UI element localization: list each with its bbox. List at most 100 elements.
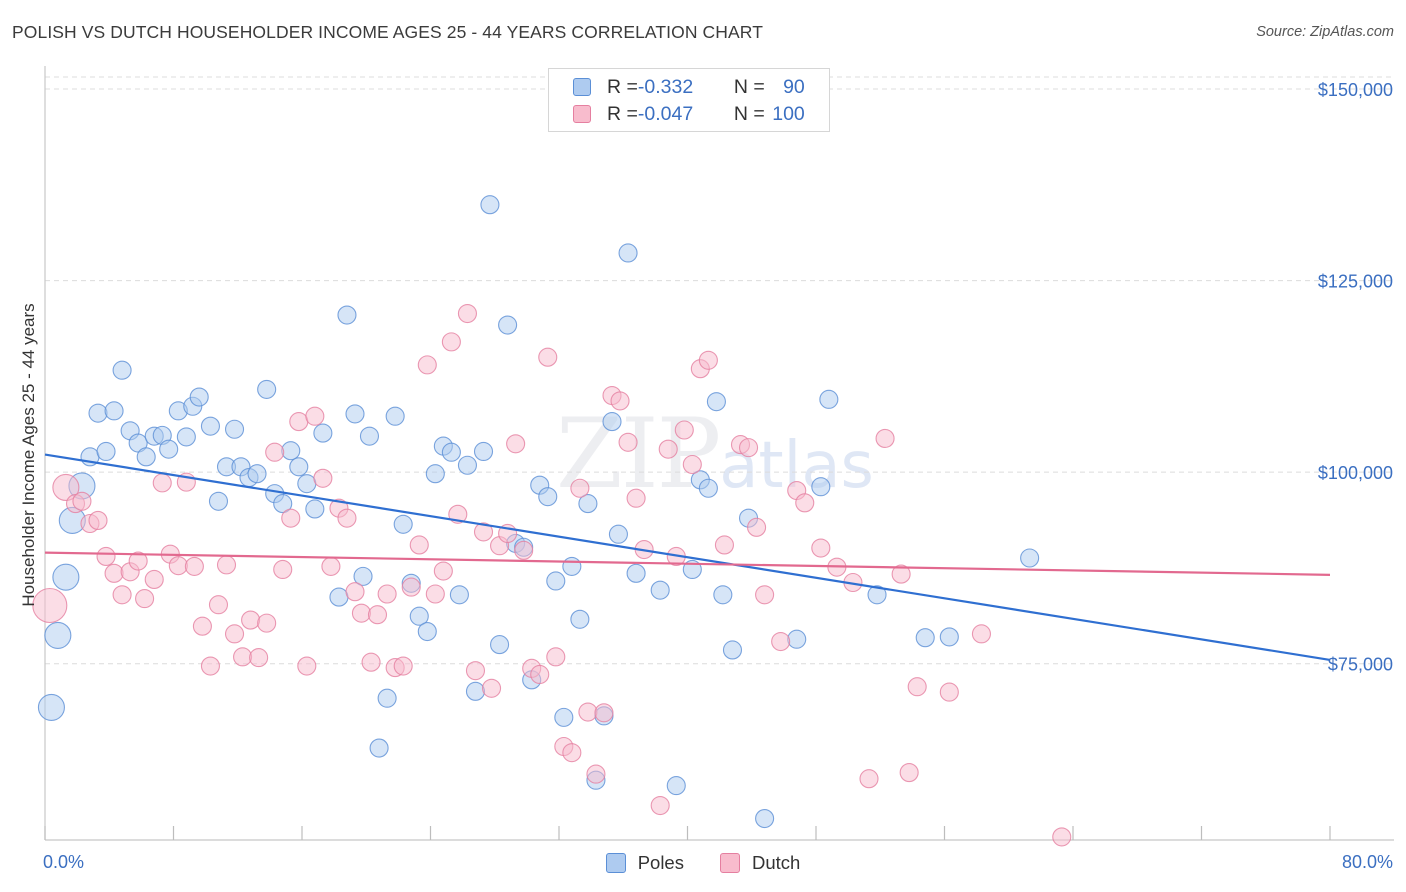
dutch-point-83 bbox=[738, 438, 759, 458]
poles-point-19 bbox=[189, 387, 209, 407]
poles-point-61 bbox=[538, 487, 558, 507]
dutch-point-94 bbox=[891, 564, 911, 584]
dutch-point-3 bbox=[72, 491, 92, 511]
poles-point-49 bbox=[441, 442, 461, 462]
poles-point-27 bbox=[257, 379, 277, 399]
poles-point-2 bbox=[52, 563, 80, 591]
dutch-point-28 bbox=[273, 559, 293, 580]
dutch-point-27 bbox=[265, 442, 285, 462]
dutch-point-96 bbox=[907, 677, 927, 697]
poles-point-78 bbox=[706, 392, 726, 412]
dutch-point-92 bbox=[859, 769, 879, 789]
poles-point-63 bbox=[554, 707, 574, 727]
dutch-n-label: N = bbox=[733, 102, 765, 125]
poles-point-51 bbox=[457, 455, 477, 475]
poles-point-87 bbox=[939, 627, 959, 647]
poles-point-74 bbox=[666, 776, 686, 796]
dutch-point-40 bbox=[367, 605, 388, 625]
poles-point-70 bbox=[608, 524, 628, 544]
poles-point-23 bbox=[224, 419, 245, 439]
legend-item-poles[interactable]: Poles bbox=[605, 852, 684, 874]
poles-point-73 bbox=[650, 580, 670, 600]
poles-point-38 bbox=[353, 566, 373, 586]
dutch-point-77 bbox=[674, 420, 694, 440]
legend-item-dutch[interactable]: Dutch bbox=[719, 852, 800, 874]
dutch-point-17 bbox=[184, 556, 204, 576]
poles-point-86 bbox=[915, 628, 935, 648]
poles-point-71 bbox=[618, 243, 638, 263]
chart-title: POLISH VS DUTCH HOUSEHOLDER INCOME AGES … bbox=[12, 22, 764, 42]
y-tick-label-0: $75,000 bbox=[1328, 655, 1393, 675]
dutch-n-value: 100 bbox=[772, 102, 805, 125]
dutch-trend-line bbox=[44, 551, 1331, 576]
dutch-point-72 bbox=[626, 488, 646, 508]
legend-row-dutch: R = -0.047 N = 100 bbox=[573, 101, 805, 127]
dutch-point-41 bbox=[377, 584, 397, 604]
dutch-point-23 bbox=[233, 647, 253, 667]
poles-point-15 bbox=[159, 439, 179, 459]
dutch-point-22 bbox=[224, 624, 245, 644]
x-tick-label-max: 80.0% bbox=[1342, 852, 1393, 872]
dutch-point-54 bbox=[481, 678, 502, 698]
dutch-point-53 bbox=[473, 522, 494, 542]
dutch-point-11 bbox=[135, 589, 155, 609]
poles-point-77 bbox=[698, 478, 718, 498]
grid-layer bbox=[45, 76, 1394, 665]
poles-point-89 bbox=[787, 629, 807, 649]
poles-point-8 bbox=[104, 401, 124, 421]
dutch-point-62 bbox=[546, 647, 566, 667]
poles-point-88 bbox=[1020, 548, 1040, 568]
poles-point-36 bbox=[337, 305, 357, 325]
dutch-point-21 bbox=[216, 555, 237, 575]
poles-swatch bbox=[573, 78, 591, 96]
dutch-point-38 bbox=[351, 603, 371, 623]
poles-legend-swatch bbox=[605, 853, 626, 873]
dutch-point-0 bbox=[32, 587, 68, 624]
poles-point-65 bbox=[570, 609, 590, 629]
poles-r-value: -0.332 bbox=[637, 75, 694, 98]
poles-point-83 bbox=[811, 477, 831, 497]
poles-point-17 bbox=[176, 427, 196, 447]
poles-point-0 bbox=[37, 693, 65, 721]
dutch-point-31 bbox=[297, 656, 317, 676]
y-tick-label-2: $125,000 bbox=[1318, 272, 1393, 292]
dutch-point-6 bbox=[96, 546, 116, 567]
poles-point-41 bbox=[377, 688, 397, 708]
dutch-point-78 bbox=[682, 454, 702, 475]
y-tick-label-1: $100,000 bbox=[1318, 463, 1393, 483]
dutch-point-43 bbox=[393, 656, 413, 676]
y-tick-label-3: $150,000 bbox=[1318, 80, 1393, 100]
poles-point-43 bbox=[393, 514, 413, 534]
dutch-point-98 bbox=[971, 624, 991, 644]
poles-point-82 bbox=[755, 808, 775, 829]
dutch-point-74 bbox=[650, 795, 670, 816]
dutch-point-8 bbox=[112, 585, 132, 605]
poles-point-50 bbox=[449, 585, 469, 605]
dutch-point-34 bbox=[321, 556, 341, 576]
dutch-point-25 bbox=[249, 648, 269, 668]
poles-r-label: R = bbox=[607, 75, 638, 98]
poles-point-35 bbox=[329, 587, 349, 607]
dutch-point-24 bbox=[241, 610, 261, 630]
poles-point-56 bbox=[498, 315, 518, 335]
dutch-point-48 bbox=[433, 561, 453, 581]
poles-point-26 bbox=[247, 464, 267, 484]
poles-point-79 bbox=[713, 585, 733, 605]
poles-point-30 bbox=[281, 441, 301, 461]
poles-point-37 bbox=[345, 404, 365, 424]
dutch-point-36 bbox=[337, 508, 357, 528]
dutch-point-49 bbox=[441, 332, 461, 352]
dutch-point-32 bbox=[305, 406, 325, 426]
dutch-point-30 bbox=[289, 412, 309, 432]
poles-point-52 bbox=[465, 681, 486, 701]
dutch-point-75 bbox=[658, 439, 678, 459]
poles-point-62 bbox=[546, 571, 566, 591]
dutch-point-7 bbox=[104, 563, 124, 583]
dutch-point-51 bbox=[457, 303, 477, 324]
dutch-r-value: -0.047 bbox=[637, 102, 694, 125]
dutch-point-15 bbox=[168, 556, 188, 576]
dutch-point-65 bbox=[570, 478, 590, 498]
dutch-point-97 bbox=[939, 682, 959, 702]
dutch-point-71 bbox=[618, 432, 638, 452]
dutch-point-85 bbox=[755, 585, 775, 605]
